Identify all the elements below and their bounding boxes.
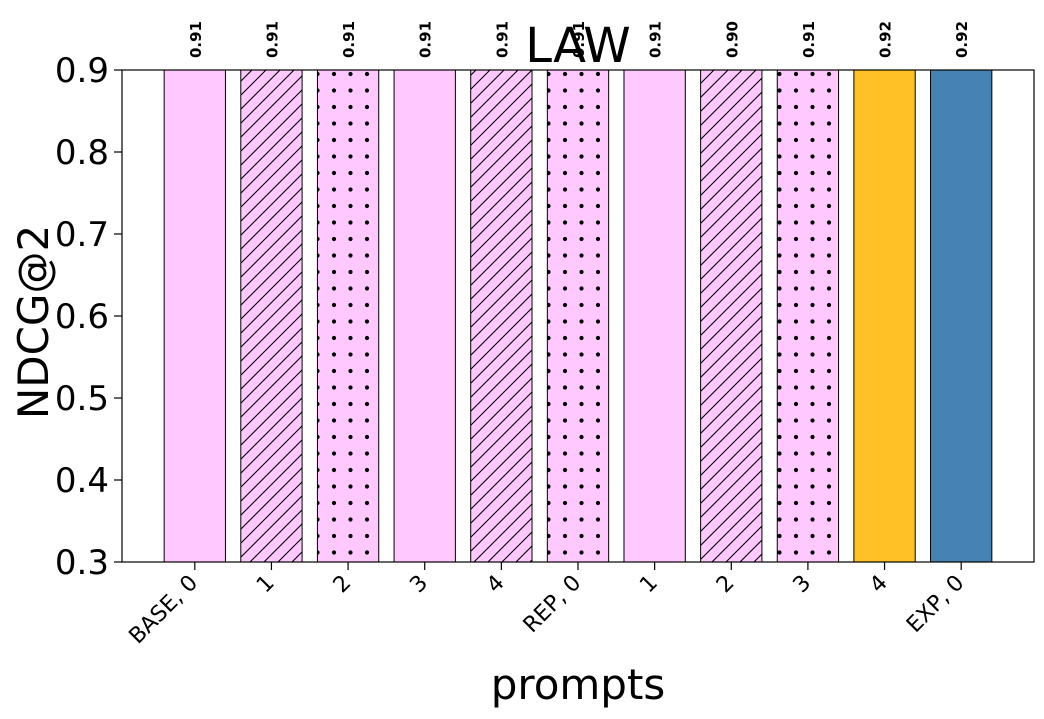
y-tick-label: 0.8 (55, 133, 109, 173)
data-label: 0.91 (340, 21, 358, 58)
data-label: 0.91 (417, 21, 435, 58)
y-tick-label: 0.7 (55, 215, 109, 255)
plot-area: 0.3 0.4 0.5 0.6 0.7 0.8 0.9 BASE, 0 0.91 1 0.91 2 0.… (55, 21, 993, 649)
x-tick-label: 2 (329, 571, 357, 599)
data-label: 0.91 (493, 21, 511, 58)
plot-frame (121, 69, 1035, 563)
bar (700, 69, 763, 563)
x-tick-label: 4 (482, 571, 510, 599)
data-label: 0.91 (800, 21, 818, 58)
bar (930, 69, 993, 563)
chart-title: LAW (525, 18, 631, 74)
y-tick-label: 0.4 (55, 461, 109, 501)
data-label: 0.92 (953, 21, 971, 58)
bar (163, 69, 226, 563)
x-tick-label: BASE, 0 (125, 571, 203, 649)
x-tick-label: 4 (865, 571, 893, 599)
data-label: 0.91 (570, 21, 588, 58)
data-label: 0.91 (647, 21, 665, 58)
x-tick-label: 3 (405, 571, 433, 599)
bar (470, 69, 533, 563)
x-tick-label: 1 (252, 571, 280, 599)
x-tick-label: REP, 0 (519, 571, 586, 638)
data-label: 0.90 (723, 21, 741, 58)
bar (393, 69, 456, 563)
bar (316, 69, 380, 563)
data-label: 0.91 (187, 21, 205, 58)
x-tick-label: 2 (712, 571, 740, 599)
bar (623, 69, 686, 563)
data-label: 0.92 (877, 21, 895, 58)
bar (240, 69, 303, 563)
x-tick-label: EXP, 0 (902, 571, 969, 638)
bar (546, 69, 610, 563)
y-tick-label: 0.3 (55, 543, 109, 583)
data-label: 0.91 (263, 21, 281, 58)
x-tick-label: 3 (789, 571, 817, 599)
bar (776, 69, 840, 563)
x-axis-label: prompts (491, 660, 666, 709)
bar (853, 69, 916, 563)
y-tick-label: 0.9 (55, 51, 109, 91)
y-axis-label: NDCG@2 (9, 225, 58, 419)
y-tick-label: 0.6 (55, 297, 109, 337)
y-tick-label: 0.5 (55, 379, 109, 419)
x-tick-label: 1 (635, 571, 663, 599)
